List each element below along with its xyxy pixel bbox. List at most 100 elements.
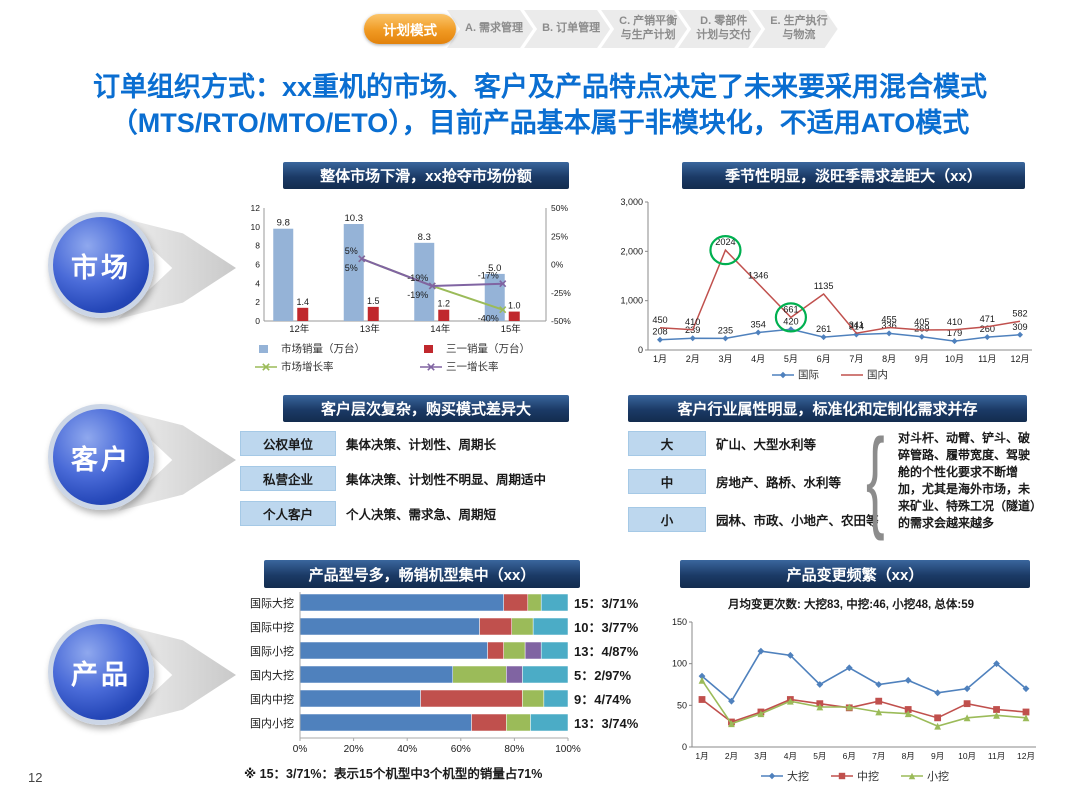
row-label: 大 bbox=[628, 431, 706, 456]
svg-text:国内中挖: 国内中挖 bbox=[250, 692, 294, 706]
svg-text:1月: 1月 bbox=[695, 751, 708, 761]
legend-item: 国内 bbox=[841, 369, 888, 381]
svg-text:9月: 9月 bbox=[931, 751, 944, 761]
svg-text:9：4/74%: 9：4/74% bbox=[574, 692, 632, 707]
svg-text:1135: 1135 bbox=[814, 281, 834, 291]
svg-text:235: 235 bbox=[718, 325, 733, 335]
change-frequency-chart: 0 50 100 150 1月 2月 3月 4月 5月 6月 7月 8月 9月 10月 11月 12月 bbox=[658, 612, 1046, 769]
customer-badge: 客户 bbox=[48, 404, 154, 510]
svg-text:80%: 80% bbox=[504, 744, 524, 755]
tab-demand-management[interactable]: A. 需求管理 bbox=[447, 10, 533, 48]
tab-production-execution[interactable]: E. 生产执行 与物流 bbox=[752, 10, 837, 48]
tab-production-balance[interactable]: C. 产销平衡 与生产计划 bbox=[601, 10, 687, 48]
svg-text:471: 471 bbox=[980, 314, 995, 324]
product-models-chart: 国际大挖 15：3/71% 国际中挖 10：3/77% 国际小挖 13：4/87% 国内大挖… bbox=[236, 592, 656, 769]
tab-plan-mode[interactable]: 计划模式 bbox=[364, 14, 456, 44]
svg-text:12: 12 bbox=[251, 203, 261, 213]
product-right-header: 产品变更频繁（xx） bbox=[680, 560, 1030, 588]
svg-text:-50%: -50% bbox=[551, 316, 571, 326]
svg-text:6: 6 bbox=[255, 260, 260, 270]
svg-text:10.3: 10.3 bbox=[345, 213, 364, 224]
svg-text:341: 341 bbox=[849, 320, 864, 330]
svg-text:12年: 12年 bbox=[289, 323, 310, 335]
customer-type-table: 公权单位 集体决策、计划性、周期长 私营企业 集体决策、计划性不明显、周期适中 … bbox=[240, 431, 585, 536]
svg-text:4月: 4月 bbox=[751, 354, 765, 364]
svg-text:11月: 11月 bbox=[988, 751, 1005, 761]
legend-item: 三一增长率 bbox=[420, 359, 585, 374]
svg-text:2024: 2024 bbox=[715, 237, 735, 247]
svg-text:-40%: -40% bbox=[478, 314, 499, 324]
svg-text:国际大挖: 国际大挖 bbox=[250, 596, 294, 610]
tab-parts-planning[interactable]: D. 零部件 计划与交付 bbox=[678, 10, 761, 48]
row-label: 中 bbox=[628, 469, 706, 494]
legend-item: 国际 bbox=[772, 367, 819, 382]
svg-text:1.5: 1.5 bbox=[367, 296, 380, 306]
svg-text:309: 309 bbox=[1012, 322, 1027, 332]
svg-text:7月: 7月 bbox=[872, 751, 885, 761]
customer-left-header: 客户层次复杂，购买模式差异大 bbox=[283, 395, 569, 422]
svg-text:10：3/77%: 10：3/77% bbox=[574, 620, 639, 635]
top-nav: 计划模式 A. 需求管理 B. 订单管理 C. 产销平衡 与生产计划 D. 零部… bbox=[364, 8, 838, 50]
svg-text:13：3/74%: 13：3/74% bbox=[574, 716, 639, 731]
product-left-header: 产品型号多，畅销机型集中（xx） bbox=[264, 560, 580, 588]
svg-text:-25%: -25% bbox=[551, 288, 571, 298]
svg-text:-17%: -17% bbox=[478, 271, 499, 281]
svg-text:6月: 6月 bbox=[843, 751, 856, 761]
svg-text:405: 405 bbox=[914, 317, 929, 327]
svg-text:2,000: 2,000 bbox=[620, 246, 643, 256]
page-title: 订单组织方式：xx重机的市场、客户及产品特点决定了未来要采用混合模式 （MTS/… bbox=[20, 70, 1060, 141]
svg-text:-19%: -19% bbox=[407, 290, 428, 300]
svg-text:0%: 0% bbox=[293, 744, 308, 755]
svg-text:国际小挖: 国际小挖 bbox=[250, 644, 294, 658]
table-row: 中 房地产、路桥、水利等 bbox=[628, 469, 883, 494]
svg-text:179: 179 bbox=[947, 328, 962, 338]
row-label: 私营企业 bbox=[240, 466, 336, 491]
svg-text:25%: 25% bbox=[551, 231, 568, 241]
customer-industry-table: 大 矿山、大型水利等 中 房地产、路桥、水利等 小 园林、市政、小地产、农田等 bbox=[628, 431, 883, 542]
seasonality-chart: 0 1,000 2,000 3,000 1月 2月 3月 4月 5月 6月 7月 8月 9月 10月 11月… bbox=[602, 190, 1042, 373]
svg-text:8: 8 bbox=[255, 241, 260, 251]
row-desc: 园林、市政、小地产、农田等 bbox=[716, 514, 879, 528]
svg-text:15年: 15年 bbox=[501, 323, 522, 335]
svg-text:100: 100 bbox=[672, 659, 687, 669]
svg-text:582: 582 bbox=[1012, 308, 1027, 318]
svg-text:10月: 10月 bbox=[945, 354, 964, 364]
brace-decoration: { bbox=[866, 416, 885, 541]
svg-text:10月: 10月 bbox=[958, 751, 976, 761]
svg-text:50: 50 bbox=[677, 700, 687, 710]
svg-text:336: 336 bbox=[881, 320, 896, 330]
svg-text:国际中挖: 国际中挖 bbox=[250, 620, 294, 634]
svg-text:8.3: 8.3 bbox=[418, 232, 431, 243]
svg-text:420: 420 bbox=[783, 316, 798, 326]
row-label: 小 bbox=[628, 507, 706, 532]
market-trend-chart: 0 2 4 6 8 10 12 -50% -25% 0% 25% 50% 12年 9.8 1.4 13年 10.… bbox=[238, 192, 588, 343]
svg-text:13年: 13年 bbox=[360, 323, 381, 335]
customization-note: 对斗杆、动臂、铲斗、破碎管路、履带宽度、驾驶舱的个性化要求不断增加，尤其是海外市… bbox=[898, 431, 1037, 531]
legend-item: 小挖 bbox=[901, 768, 949, 784]
svg-text:8月: 8月 bbox=[882, 354, 896, 364]
table-row: 公权单位 集体决策、计划性、周期长 bbox=[240, 431, 585, 456]
svg-text:8月: 8月 bbox=[902, 751, 915, 761]
svg-text:1月: 1月 bbox=[653, 354, 667, 364]
legend-item: 中挖 bbox=[831, 768, 879, 784]
page-title-line2: （MTS/RTO/MTO/ETO），目前产品基本属于非模块化，不适用ATO模式 bbox=[110, 107, 970, 138]
svg-text:2月: 2月 bbox=[725, 751, 738, 761]
svg-text:4月: 4月 bbox=[784, 751, 797, 761]
svg-text:11月: 11月 bbox=[978, 354, 996, 364]
svg-text:0: 0 bbox=[682, 742, 687, 752]
market-left-header: 整体市场下滑，xx抢夺市场份额 bbox=[283, 162, 569, 189]
legend-item: 大挖 bbox=[761, 768, 809, 784]
svg-text:12月: 12月 bbox=[1010, 354, 1029, 364]
svg-text:15：3/71%: 15：3/71% bbox=[574, 596, 639, 611]
svg-text:100%: 100% bbox=[555, 744, 581, 755]
tab-order-management[interactable]: B. 订单管理 bbox=[524, 10, 610, 48]
svg-text:2: 2 bbox=[255, 297, 260, 307]
svg-text:9.8: 9.8 bbox=[277, 218, 290, 229]
product-badge: 产品 bbox=[48, 619, 154, 725]
svg-text:1346: 1346 bbox=[748, 271, 768, 281]
svg-text:314: 314 bbox=[849, 322, 864, 332]
svg-text:1.0: 1.0 bbox=[508, 301, 521, 311]
row-desc: 集体决策、计划性、周期长 bbox=[346, 438, 497, 452]
market-trend-legend: 市场销量（万台） 三一销量（万台） 市场增长率 三一增长率 bbox=[255, 341, 585, 374]
